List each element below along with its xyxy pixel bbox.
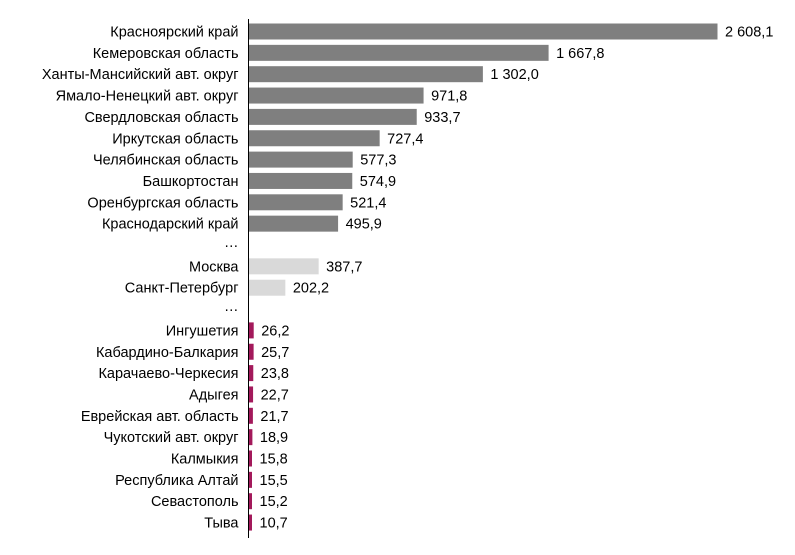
category-label: Красноярский край (110, 25, 238, 41)
value-label: 25,7 (261, 345, 289, 361)
labels-layer: Красноярский край 2 608,1 Кемеровская обла… (42, 25, 774, 532)
bar (249, 514, 252, 531)
bar (249, 471, 252, 488)
value-label: 23,8 (261, 366, 289, 382)
category-label: Чукотский авт. округ (104, 430, 239, 446)
value-label: 15,5 (260, 473, 288, 489)
category-label: Челябинская область (93, 153, 239, 169)
value-label: 202,2 (293, 281, 329, 297)
bar (249, 258, 319, 275)
value-label: 577,3 (360, 153, 396, 169)
value-label: 971,8 (431, 89, 467, 105)
category-label: Оренбургская область (87, 195, 238, 211)
value-label: 18,9 (260, 430, 288, 446)
bar (249, 130, 380, 147)
category-label: Башкортостан (143, 174, 239, 190)
category-label: Адыгея (189, 387, 238, 403)
value-label: 15,8 (260, 452, 288, 468)
category-label: Карачаево-Черкесия (98, 366, 238, 382)
category-label: Краснодарский край (102, 217, 239, 233)
bar (249, 343, 254, 360)
bar (249, 493, 252, 510)
value-label: 933,7 (424, 110, 460, 126)
value-label: 10,7 (260, 516, 288, 532)
bar (249, 87, 424, 104)
category-label: Кабардино-Балкария (96, 345, 239, 361)
value-label: 2 608,1 (725, 25, 773, 41)
bars-layer (249, 23, 718, 531)
bar (249, 322, 254, 339)
value-label: 1 302,0 (490, 67, 538, 83)
bar (249, 365, 254, 382)
value-label: 574,9 (360, 174, 396, 190)
bar (249, 279, 286, 296)
value-label: 495,9 (346, 217, 382, 233)
category-label: Ханты-Мансийский авт. округ (42, 67, 239, 83)
category-label: Кемеровская область (93, 46, 239, 62)
bar (249, 450, 252, 467)
value-label: 15,2 (260, 494, 288, 510)
value-label: 26,2 (261, 323, 289, 339)
value-label: 387,7 (326, 259, 362, 275)
category-label: Республика Алтай (115, 473, 238, 489)
value-label: 727,4 (387, 131, 423, 147)
bar (249, 23, 718, 40)
category-label: Иркутская область (112, 131, 238, 147)
category-label: Санкт-Петербург (125, 281, 239, 297)
bar (249, 194, 343, 211)
bar (249, 66, 483, 83)
category-label: Свердловская область (84, 110, 238, 126)
bar (249, 44, 549, 61)
bar (249, 215, 339, 232)
category-label: Севастополь (151, 494, 239, 510)
bar (249, 108, 417, 125)
value-label: 21,7 (260, 409, 288, 425)
category-label: Тыва (204, 516, 239, 532)
category-label: Калмыкия (171, 452, 239, 468)
value-label: 1 667,8 (556, 46, 604, 62)
value-label: 521,4 (350, 195, 386, 211)
bar (249, 386, 254, 403)
category-label: Ямало-Ненецкий авт. округ (56, 89, 239, 105)
category-label: Москва (189, 259, 239, 275)
bar (249, 429, 253, 446)
bar (249, 172, 353, 189)
ellipsis-separator: … (224, 299, 239, 315)
category-label: Еврейская авт. область (81, 409, 239, 425)
bar (249, 151, 353, 168)
bar (249, 407, 253, 424)
value-label: 22,7 (261, 387, 289, 403)
ellipsis-separator: … (224, 235, 239, 251)
category-label: Ингушетия (166, 323, 239, 339)
